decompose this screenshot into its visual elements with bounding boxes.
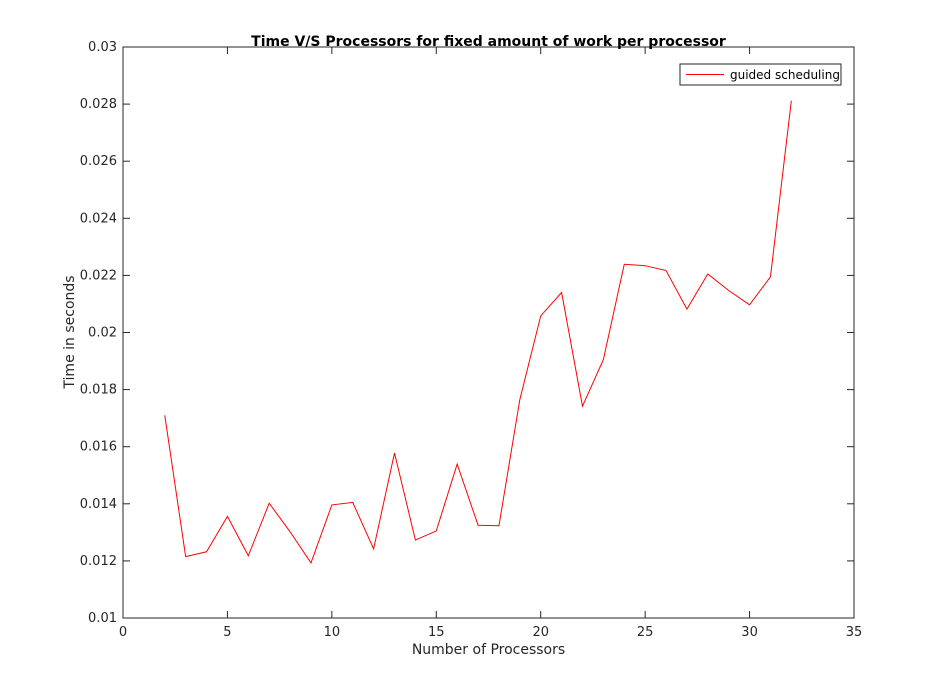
x-tick-label: 25 bbox=[637, 625, 654, 640]
x-axis-label: Number of Processors bbox=[412, 642, 565, 658]
series-line-guided-scheduling bbox=[164, 100, 792, 564]
legend: guided scheduling bbox=[679, 63, 842, 86]
y-tick-label: 0.022 bbox=[80, 268, 117, 283]
x-tick-label: 35 bbox=[846, 625, 863, 640]
y-tick-label: 0.024 bbox=[80, 211, 117, 226]
x-tick-label: 15 bbox=[428, 625, 445, 640]
y-tick-label: 0.018 bbox=[80, 383, 117, 398]
x-tick-label: 10 bbox=[324, 625, 341, 640]
y-tick-label: 0.026 bbox=[80, 154, 117, 169]
legend-entry-guided-scheduling: guided scheduling bbox=[730, 68, 840, 82]
y-tick-label: 0.01 bbox=[88, 611, 117, 626]
legend-box bbox=[679, 63, 842, 86]
y-tick-label: 0.012 bbox=[80, 554, 117, 569]
y-tick-label: 0.028 bbox=[80, 97, 117, 112]
plot-area bbox=[122, 46, 855, 619]
y-tick-label: 0.02 bbox=[88, 326, 117, 341]
y-tick-label: 0.014 bbox=[80, 497, 117, 512]
chart-title: Time V/S Processors for fixed amount of … bbox=[251, 34, 726, 50]
axis-ticks: 0 5 10 15 20 25 30 35 0.01 0.012 0.014 0.016 0.018 0.… bbox=[80, 40, 862, 640]
x-tick-label: 5 bbox=[223, 625, 231, 640]
y-tick-label: 0.03 bbox=[88, 40, 117, 55]
y-axis-label: Time in seconds bbox=[62, 275, 78, 389]
y-tick-label: 0.016 bbox=[80, 440, 117, 455]
x-tick-label: 0 bbox=[119, 625, 127, 640]
series-layer bbox=[164, 100, 792, 564]
x-tick-label: 20 bbox=[532, 625, 549, 640]
x-tick-label: 30 bbox=[741, 625, 758, 640]
